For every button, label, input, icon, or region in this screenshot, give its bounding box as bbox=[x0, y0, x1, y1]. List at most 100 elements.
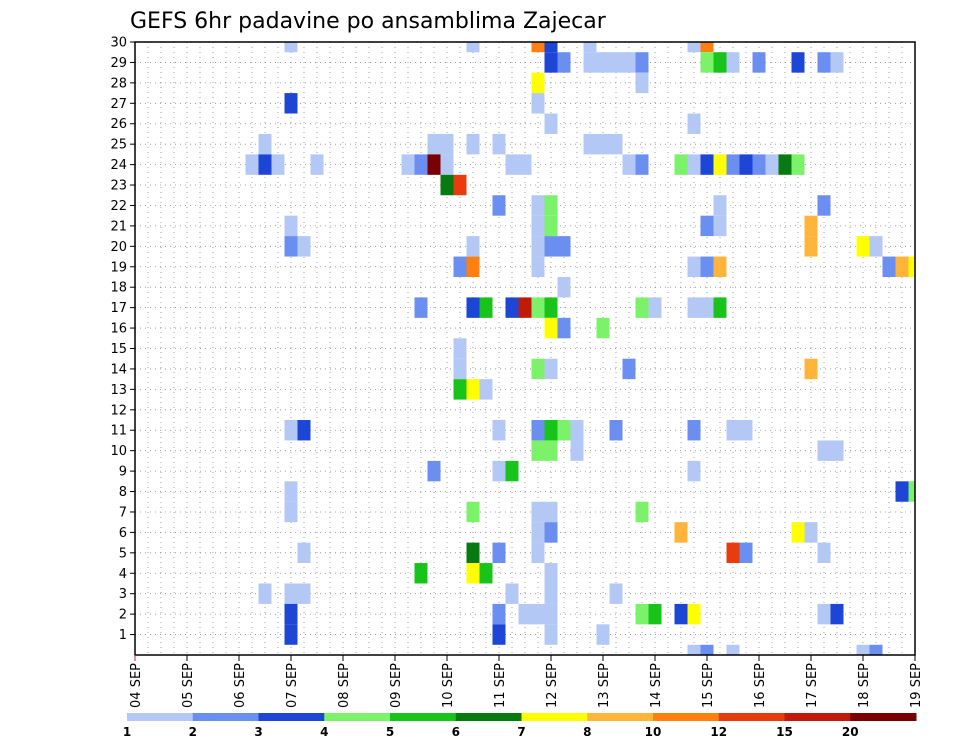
heatmap-cell bbox=[505, 154, 519, 175]
legend-label: 10 bbox=[645, 725, 662, 739]
heatmap-cell bbox=[609, 420, 623, 441]
heatmap-cell bbox=[453, 174, 467, 196]
heatmap-cell bbox=[544, 317, 558, 339]
x-tick-label: 06 SEP bbox=[233, 663, 248, 708]
heatmap-cell bbox=[713, 195, 727, 216]
heatmap-cell bbox=[739, 420, 753, 441]
heatmap-cell bbox=[492, 624, 506, 645]
heatmap-cell bbox=[531, 236, 545, 257]
y-tick-label: 8 bbox=[119, 485, 127, 500]
legend-swatch bbox=[850, 713, 917, 721]
heatmap-cell bbox=[466, 236, 480, 257]
heatmap-cell bbox=[804, 236, 818, 257]
heatmap-cell bbox=[622, 52, 636, 73]
heatmap-cell bbox=[505, 297, 519, 318]
y-tick-label: 23 bbox=[110, 179, 127, 194]
legend-label: 3 bbox=[254, 725, 262, 739]
heatmap-cell bbox=[856, 236, 870, 257]
heatmap-cell bbox=[713, 256, 727, 277]
heatmap-cell bbox=[466, 297, 480, 318]
y-tick-label: 13 bbox=[110, 383, 127, 398]
heatmap-cell bbox=[492, 603, 506, 625]
legend-label: 8 bbox=[583, 725, 591, 739]
heatmap-cell bbox=[440, 174, 454, 196]
legend-label: 15 bbox=[776, 725, 793, 739]
heatmap-cell bbox=[284, 215, 298, 237]
heatmap-cell bbox=[297, 236, 311, 257]
y-tick-label: 12 bbox=[110, 403, 127, 418]
y-tick-label: 1 bbox=[119, 628, 127, 643]
heatmap-cell bbox=[752, 154, 766, 175]
heatmap-cell bbox=[245, 154, 259, 175]
y-axis-ticks: 1234567891011121314151617181920212223242… bbox=[110, 36, 135, 643]
heatmap-cell bbox=[895, 481, 909, 502]
legend-swatch bbox=[521, 713, 588, 721]
heatmap-cell bbox=[544, 522, 558, 543]
heatmap-cell bbox=[557, 236, 571, 257]
legend-swatch bbox=[324, 713, 391, 721]
heatmap-cell bbox=[557, 52, 571, 73]
heatmap-cell bbox=[882, 256, 896, 277]
heatmap-cell bbox=[895, 256, 909, 277]
y-tick-label: 19 bbox=[110, 260, 127, 275]
y-tick-label: 7 bbox=[119, 505, 127, 520]
heatmap-cell bbox=[414, 563, 428, 584]
legend-label: 12 bbox=[710, 725, 727, 739]
heatmap-cell bbox=[284, 236, 298, 257]
heatmap-cell bbox=[687, 297, 701, 318]
heatmap-cell bbox=[817, 542, 831, 564]
heatmap-cell bbox=[284, 93, 298, 114]
heatmap-cell bbox=[908, 481, 915, 502]
heatmap-cell bbox=[505, 583, 519, 604]
heatmap-cell bbox=[544, 358, 558, 380]
heatmap-cell bbox=[583, 42, 597, 53]
x-tick-label: 15 SEP bbox=[701, 663, 716, 708]
heatmap-cell bbox=[440, 154, 454, 175]
heatmap-cell bbox=[479, 379, 493, 400]
heatmap-cell bbox=[713, 297, 727, 318]
heatmap-cell bbox=[531, 358, 545, 380]
heatmap-cell bbox=[726, 154, 740, 175]
heatmap-cell bbox=[739, 154, 753, 175]
heatmap-cell bbox=[726, 542, 740, 564]
heatmap-cell bbox=[804, 522, 818, 543]
heatmap-cell bbox=[466, 133, 480, 155]
heatmap-cell bbox=[817, 195, 831, 216]
grid-lines bbox=[135, 42, 915, 655]
legend-swatch bbox=[653, 713, 720, 721]
heatmap-cell bbox=[908, 256, 915, 277]
heatmap-cell bbox=[583, 133, 597, 155]
x-tick-label: 13 SEP bbox=[597, 663, 612, 708]
y-tick-label: 9 bbox=[119, 465, 127, 480]
heatmap-cell bbox=[570, 420, 584, 441]
heatmap-cell bbox=[297, 420, 311, 441]
heatmap-cell bbox=[830, 52, 844, 73]
legend-label: 2 bbox=[189, 725, 197, 739]
heatmap-cell bbox=[518, 297, 532, 318]
heatmap-cell bbox=[544, 603, 558, 625]
legend-label: 1 bbox=[123, 725, 131, 739]
heatmap-cell bbox=[635, 603, 649, 625]
heatmap-cell bbox=[557, 317, 571, 339]
y-tick-label: 5 bbox=[119, 546, 127, 561]
heatmap-cell bbox=[687, 42, 701, 53]
heatmap-cell bbox=[791, 522, 805, 543]
legend-label: 7 bbox=[517, 725, 525, 739]
heatmap-cell bbox=[414, 297, 428, 318]
legend-label: 5 bbox=[386, 725, 394, 739]
heatmap-cell bbox=[817, 52, 831, 73]
heatmap-cell bbox=[531, 72, 545, 94]
heatmap-cell bbox=[401, 154, 415, 175]
chart-title: GEFS 6hr padavine po ansamblima Zajecar bbox=[130, 9, 607, 34]
heatmap-cell bbox=[453, 256, 467, 277]
heatmap-cell bbox=[687, 256, 701, 277]
heatmap-cell bbox=[466, 256, 480, 277]
x-tick-label: 10 SEP bbox=[441, 663, 456, 708]
heatmap-cell bbox=[258, 583, 272, 604]
x-tick-label: 17 SEP bbox=[805, 663, 820, 708]
heatmap-cell bbox=[700, 215, 714, 237]
heatmap-cell bbox=[531, 440, 545, 461]
heatmap-cell bbox=[284, 501, 298, 523]
x-tick-label: 16 SEP bbox=[753, 663, 768, 708]
heatmap-cell bbox=[869, 644, 883, 655]
